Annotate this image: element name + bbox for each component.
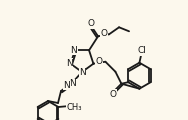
Text: O: O — [100, 29, 107, 38]
Text: O: O — [110, 90, 117, 99]
Text: N: N — [64, 81, 70, 90]
Text: Cl: Cl — [138, 46, 147, 55]
Text: N: N — [70, 46, 77, 55]
Text: CH₃: CH₃ — [67, 102, 82, 111]
Text: O: O — [96, 57, 103, 66]
Text: N: N — [70, 79, 76, 89]
Text: O: O — [88, 19, 95, 28]
Text: N: N — [66, 59, 73, 68]
Text: N: N — [79, 68, 86, 77]
